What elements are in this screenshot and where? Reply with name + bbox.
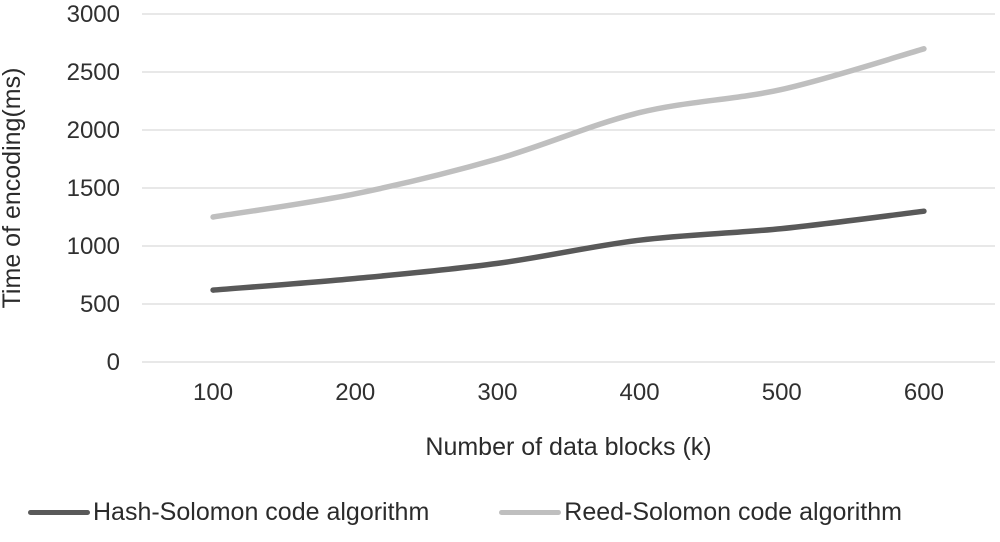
- legend-label-reed-solomon: Reed-Solomon code algorithm: [564, 498, 902, 526]
- y-tick-label: 3000: [67, 1, 120, 28]
- series-line-1: [210, 46, 927, 220]
- x-tick-label: 200: [335, 379, 375, 406]
- chart-plot-area: 0 500 1000 1500 2000 2500 3000 100 200 300 400 500 6…: [0, 1, 995, 461]
- legend-label-hash-solomon: Hash-Solomon code algorithm: [93, 498, 430, 526]
- y-tick-label: 500: [80, 291, 120, 318]
- x-tick-label: 400: [620, 379, 660, 406]
- y-tick-label: 0: [107, 349, 120, 376]
- x-tick-label: 300: [477, 379, 517, 406]
- y-tick-label: 2000: [67, 117, 120, 144]
- hash-solomon-line-swatch-icon: [28, 509, 90, 515]
- legend-item-hash-solomon: Hash-Solomon code algorithm: [28, 497, 429, 527]
- x-axis-title: Number of data blocks (k): [425, 433, 711, 461]
- x-tick-label: 600: [904, 379, 944, 406]
- chart-legend: Hash-Solomon code algorithm Reed-Solomon…: [0, 497, 1000, 527]
- x-tick-label: 500: [762, 379, 802, 406]
- reed-solomon-line-swatch-icon: [499, 509, 562, 515]
- y-tick-label: 2500: [67, 59, 120, 86]
- series-line-0: [210, 208, 927, 293]
- y-axis-title: Time of encoding(ms): [0, 68, 26, 309]
- legend-item-reed-solomon: Reed-Solomon code algorithm: [499, 497, 902, 527]
- x-tick-label: 100: [193, 379, 233, 406]
- y-tick-label: 1500: [67, 175, 120, 202]
- y-tick-label: 1000: [67, 233, 120, 260]
